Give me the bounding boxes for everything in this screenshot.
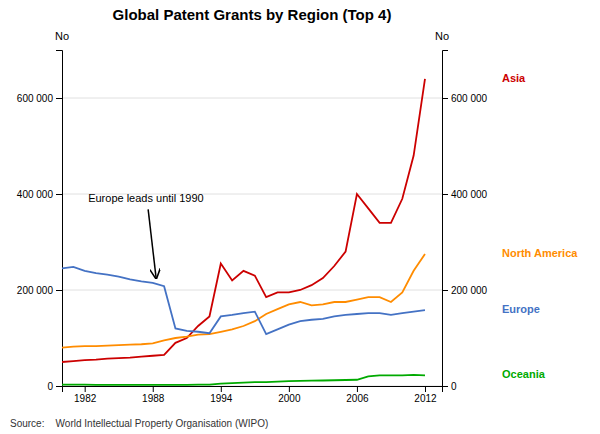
tick-mark bbox=[56, 194, 62, 195]
y-axis-label: No bbox=[55, 30, 69, 42]
tick-label: 200 000 bbox=[17, 285, 54, 296]
plot: 1982 1988 1994 2000 2006 2012 0 200 000 400 000 6… bbox=[17, 30, 578, 404]
axis-line bbox=[443, 51, 449, 387]
tick-mark bbox=[289, 386, 290, 392]
tick-mark bbox=[153, 386, 154, 392]
tick-label: 600 000 bbox=[17, 93, 54, 104]
x-axis: 1982 1988 1994 2000 2006 2012 bbox=[63, 386, 443, 404]
grid-line bbox=[62, 98, 442, 99]
axis-line bbox=[56, 51, 63, 387]
title: Global Patent Grants by Region (Top 4) bbox=[113, 6, 392, 23]
source: Source: World Intellectual Property Orga… bbox=[10, 418, 268, 429]
tick: 2000 bbox=[278, 386, 301, 404]
tick-mark bbox=[56, 98, 62, 99]
tick: 1982 bbox=[74, 386, 97, 404]
tick: 0 bbox=[47, 381, 62, 392]
y-axis: 0 200 000 400 000 600 000 bbox=[17, 51, 63, 392]
tick: 600 000 bbox=[17, 93, 62, 104]
series-label: Oceania bbox=[502, 368, 546, 380]
tick-label: 2006 bbox=[346, 393, 369, 404]
series-line bbox=[62, 79, 425, 362]
tick-mark bbox=[357, 386, 358, 392]
grid-line bbox=[62, 290, 442, 291]
tick-mark bbox=[56, 290, 62, 291]
tick-label: 1982 bbox=[74, 393, 97, 404]
series-line bbox=[62, 254, 425, 348]
y2-axis: 0 200 000 400 000 600 000 bbox=[442, 51, 488, 392]
tick: 200 000 bbox=[17, 285, 62, 296]
tick-mark bbox=[442, 386, 448, 387]
tick-label: 200 000 bbox=[451, 285, 488, 296]
tick-mark bbox=[221, 386, 222, 392]
tick-mark bbox=[56, 386, 62, 387]
tick-mark bbox=[442, 98, 448, 99]
tick-label: 1994 bbox=[210, 393, 233, 404]
tick-label: 400 000 bbox=[451, 189, 488, 200]
tick: 600 000 bbox=[442, 93, 488, 104]
tick-label: 0 bbox=[451, 381, 457, 392]
annotations: Europe leads until 1990 bbox=[88, 192, 204, 278]
tick: 1988 bbox=[142, 386, 165, 404]
chart: 1982 1988 1994 2000 2006 2012 0 200 000 400 000 6… bbox=[0, 0, 600, 434]
tick-label: 600 000 bbox=[451, 93, 488, 104]
tick-mark bbox=[85, 386, 86, 392]
tick-label: 1988 bbox=[142, 393, 165, 404]
series-line bbox=[62, 375, 425, 385]
annotation-arrow bbox=[148, 209, 156, 278]
annotation-text: Europe leads until 1990 bbox=[88, 192, 204, 204]
y2-axis-label: No bbox=[435, 30, 449, 42]
grid bbox=[62, 98, 442, 386]
tick-label: 2000 bbox=[278, 393, 301, 404]
axis-line bbox=[63, 387, 443, 393]
series-line bbox=[62, 267, 425, 334]
tick-mark bbox=[442, 290, 448, 291]
tick: 200 000 bbox=[442, 285, 488, 296]
tick: 1994 bbox=[210, 386, 233, 404]
tick-mark bbox=[425, 386, 426, 392]
tick-mark bbox=[442, 194, 448, 195]
tick: 0 bbox=[442, 381, 457, 392]
tick-label: 0 bbox=[47, 381, 53, 392]
series-label: Asia bbox=[502, 72, 526, 84]
series-labels: Asia North America Europe Oceania bbox=[502, 72, 578, 381]
tick: 2012 bbox=[414, 386, 437, 404]
lines bbox=[62, 79, 425, 385]
tick-label: 400 000 bbox=[17, 189, 54, 200]
series-label: North America bbox=[502, 247, 578, 259]
tick: 2006 bbox=[346, 386, 369, 404]
tick: 400 000 bbox=[17, 189, 62, 200]
tick: 400 000 bbox=[442, 189, 488, 200]
tick-label: 2012 bbox=[414, 393, 437, 404]
series-label: Europe bbox=[502, 303, 540, 315]
